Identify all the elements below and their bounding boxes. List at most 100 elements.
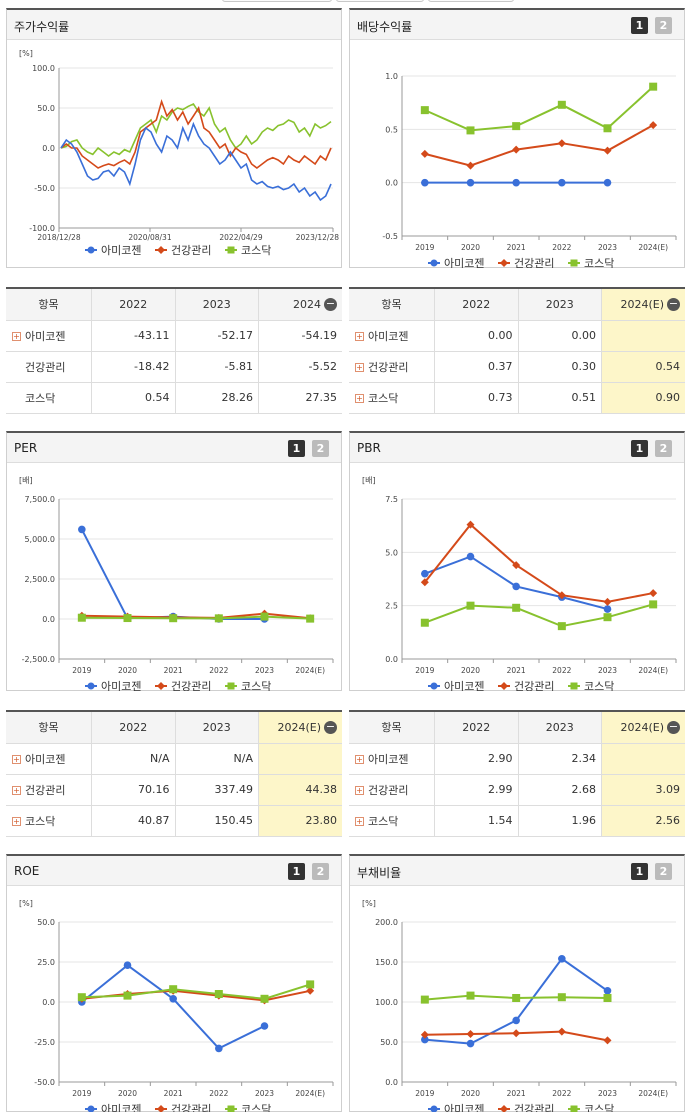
row-name-cell: 코스닥 (6, 382, 93, 414)
data-point (420, 1030, 429, 1039)
value-cell: 0.00 (518, 320, 602, 352)
row-name: 아미코젠 (368, 752, 409, 766)
table-header-cell: 2024− (258, 289, 342, 321)
y-tick-label: 5,000.0 (24, 535, 55, 544)
collapse-icon[interactable]: − (667, 720, 680, 734)
toolbar-button[interactable] (336, 0, 424, 2)
row-name-cell: + 코스닥 (6, 805, 93, 837)
data-point (420, 618, 429, 627)
expand-plus-icon[interactable]: + (12, 332, 21, 341)
legend-marker (500, 1105, 508, 1112)
y-tick-label: 0.0 (42, 144, 55, 153)
per-panel: PER 1 2 [배] 7,500.0 5,000.0 2,500.0 0.0 -2,50… (6, 431, 342, 691)
page-1-button[interactable]: 1 (288, 440, 305, 457)
data-point (123, 991, 132, 1000)
legend-label: 건강관리 (171, 1103, 211, 1112)
expand-plus-icon[interactable]: + (355, 786, 364, 795)
page-1-button[interactable]: 1 (631, 440, 648, 457)
expand-plus-icon[interactable]: + (355, 394, 364, 403)
unit-label: [%] (19, 49, 33, 58)
expand-plus-icon[interactable]: + (355, 363, 364, 372)
panel-title: PER (14, 441, 38, 455)
expand-plus-icon[interactable]: + (12, 755, 21, 764)
data-point (466, 601, 475, 610)
data-point (603, 124, 612, 133)
y-tick-label: 0.0 (42, 998, 55, 1007)
toolbar-button[interactable] (428, 0, 514, 2)
row-name-cell: + 아미코젠 (6, 320, 93, 352)
panel-header: ROE 1 2 (7, 856, 341, 886)
collapse-icon[interactable]: − (667, 297, 680, 311)
value-cell: N/A (175, 743, 259, 775)
dividend-yield-table: 항목 2022 2023 2024(E) − + 아미코젠 0.00 0.00 + 건강관리 0.37… (349, 287, 685, 414)
data-point (466, 126, 475, 135)
expand-plus-icon[interactable]: + (12, 786, 21, 795)
value-cell: 27.35 (258, 382, 342, 414)
legend-label: 코스닥 (584, 1103, 614, 1112)
value-cell: 0.73 (434, 382, 519, 414)
legend-label: 코스닥 (584, 680, 614, 691)
row-name-cell: + 건강관리 (349, 351, 436, 383)
value-cell: N/A (91, 743, 176, 775)
legend-marker (157, 246, 165, 254)
y-tick-label: -2,500.0 (22, 655, 55, 664)
expand-plus-icon[interactable]: + (355, 817, 364, 826)
row-name: 아미코젠 (368, 329, 409, 343)
dividend-yield-panel: 배당수익률 1 2 1.0 0.5 0.0 -0.5 2019 2020 2021 2022 2… (349, 8, 685, 268)
data-point (512, 994, 521, 1002)
toolbar-button[interactable] (222, 0, 332, 2)
table-header-cell: 항목 (349, 712, 436, 744)
value-cell: -5.52 (258, 351, 342, 383)
page-2-button[interactable]: 2 (655, 440, 672, 457)
data-point (603, 987, 612, 995)
page-2-button[interactable]: 2 (312, 863, 329, 880)
header-label: 2024(E) (620, 720, 664, 734)
header-label: 2023 (202, 297, 231, 311)
value-cell (258, 743, 342, 775)
expand-plus-icon[interactable]: + (355, 755, 364, 764)
page-2-button[interactable]: 2 (312, 440, 329, 457)
data-point (557, 100, 566, 109)
y-tick-label: 0.0 (385, 655, 398, 664)
page-1-button[interactable]: 1 (631, 863, 648, 880)
data-point (649, 589, 658, 598)
y-tick-label: -25.0 (34, 1038, 55, 1047)
y-tick-label: 50.0 (380, 1038, 398, 1047)
collapse-icon[interactable]: − (324, 297, 337, 311)
value-cell: 0.54 (601, 351, 685, 383)
legend-label: 코스닥 (584, 257, 614, 268)
table-header-cell: 항목 (6, 712, 93, 744)
data-point (512, 145, 521, 154)
data-point (603, 994, 612, 1002)
page-2-button[interactable]: 2 (655, 863, 672, 880)
page-1-button[interactable]: 1 (288, 863, 305, 880)
legend-marker (570, 682, 578, 690)
data-point (512, 582, 520, 591)
data-point (123, 961, 132, 969)
x-tick-label: 2019 (72, 1089, 91, 1098)
value-cell (601, 743, 685, 775)
value-cell: 40.87 (91, 805, 176, 837)
table-header-cell: 2024(E) − (601, 289, 685, 321)
table-header-cell: 2023 (175, 712, 259, 744)
y-tick-label: 2.5 (385, 602, 398, 611)
collapse-icon[interactable]: − (324, 720, 337, 734)
page-1-button[interactable]: 1 (631, 17, 648, 34)
expand-plus-icon[interactable]: + (12, 817, 21, 826)
x-tick-label: 2020 (461, 243, 480, 252)
data-point (603, 597, 612, 606)
value-cell: -54.19 (258, 320, 342, 352)
value-cell: 2.56 (601, 805, 685, 837)
y-tick-label: 150.0 (375, 958, 398, 967)
row-name-cell: + 아미코젠 (6, 743, 93, 775)
data-point (603, 178, 612, 187)
value-cell: 0.90 (601, 382, 685, 414)
row-name-cell: + 코스닥 (349, 382, 436, 414)
page-2-button[interactable]: 2 (655, 17, 672, 34)
legend-marker (430, 682, 438, 690)
data-point (420, 995, 429, 1004)
data-point (649, 82, 658, 91)
table-header-cell: 항목 (6, 289, 93, 321)
expand-plus-icon[interactable]: + (355, 332, 364, 341)
y-tick-label: 25.0 (37, 958, 55, 967)
